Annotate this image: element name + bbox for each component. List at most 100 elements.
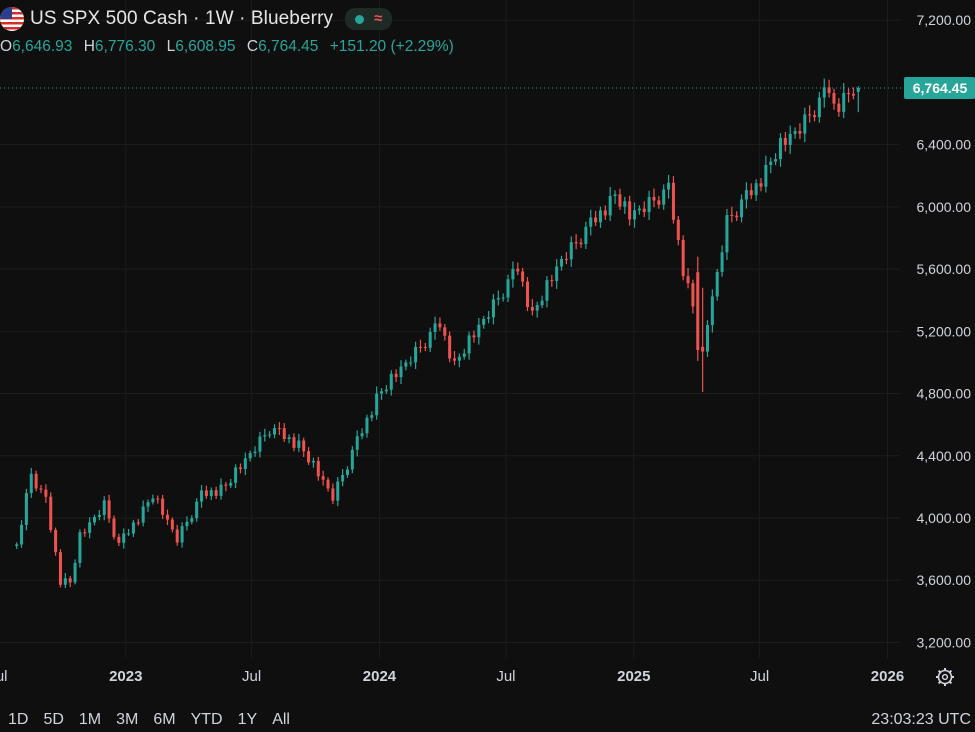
- candle-body: [15, 544, 19, 546]
- candle-body: [817, 97, 821, 118]
- candle-body: [63, 578, 67, 585]
- candle: [161, 494, 165, 519]
- candle-body: [667, 182, 671, 190]
- candle: [574, 234, 578, 250]
- candle: [856, 86, 860, 113]
- range-1y-button[interactable]: 1Y: [237, 711, 258, 728]
- candle: [365, 414, 369, 438]
- close-key: C: [246, 38, 259, 55]
- candle-body: [131, 522, 135, 534]
- utc-clock[interactable]: 23:03:23 UTC: [871, 711, 971, 728]
- range-5d-button[interactable]: 5D: [43, 711, 64, 728]
- candle: [511, 261, 515, 288]
- y-tick-label: 4,800.00: [917, 386, 972, 402]
- ohlc-legend: O6,646.93 H6,776.30 L6,608.95 C6,764.45 …: [0, 38, 461, 56]
- range-6m-button[interactable]: 6M: [153, 711, 176, 728]
- range-1m-button[interactable]: 1M: [78, 711, 102, 728]
- candle-body: [297, 440, 301, 448]
- candle: [428, 327, 432, 353]
- candle-body: [749, 190, 753, 196]
- candle-body: [117, 536, 121, 543]
- candle: [564, 252, 568, 265]
- candle: [180, 522, 184, 548]
- range-3m-button[interactable]: 3M: [116, 711, 139, 728]
- candle: [355, 430, 359, 457]
- candle: [788, 125, 792, 154]
- candle-body: [569, 242, 573, 260]
- range-all-button[interactable]: All: [272, 711, 290, 728]
- candle: [200, 485, 204, 508]
- candle-body: [832, 93, 836, 104]
- candle: [759, 178, 763, 192]
- y-tick-label: 4,400.00: [917, 448, 972, 464]
- candle: [88, 517, 92, 539]
- candle: [477, 317, 481, 345]
- candle-body: [78, 532, 82, 563]
- candle: [131, 519, 135, 538]
- candle-body: [341, 475, 345, 482]
- candle: [569, 236, 573, 267]
- candle-body: [253, 451, 257, 454]
- candle: [827, 79, 831, 98]
- candle-body: [754, 183, 758, 196]
- candle: [657, 195, 661, 209]
- candle: [535, 301, 539, 318]
- candle: [20, 520, 24, 548]
- candle-body: [156, 498, 160, 500]
- candle-body: [482, 318, 486, 325]
- high-value: 6,776.30: [94, 38, 156, 55]
- candle-body: [326, 479, 330, 489]
- range-selector: 1D 5D 1M 3M 6M YTD 1Y All: [8, 711, 290, 729]
- candle: [292, 433, 296, 452]
- candle-body: [652, 196, 656, 201]
- range-ytd-button[interactable]: YTD: [190, 711, 223, 728]
- candle-body: [404, 362, 408, 367]
- candle-body: [803, 114, 807, 134]
- candle: [725, 208, 729, 261]
- candle-body: [637, 208, 641, 211]
- candle: [749, 183, 753, 200]
- y-tick-label: 3,600.00: [917, 572, 972, 588]
- candle: [277, 422, 281, 435]
- candle-body: [598, 210, 602, 223]
- candle-body: [798, 131, 802, 134]
- candle-body: [720, 252, 724, 272]
- candle: [326, 477, 330, 492]
- candle: [555, 259, 559, 289]
- x-axis[interactable]: Jul 2023 Jul 2024 Jul 2025 Jul 2026: [0, 668, 954, 686]
- candle: [307, 447, 311, 465]
- candle: [783, 131, 787, 152]
- candle: [229, 478, 233, 489]
- candle-body: [491, 299, 495, 318]
- candle: [623, 196, 627, 214]
- candle-body: [34, 473, 38, 489]
- market-status-pill[interactable]: ≈: [345, 8, 393, 30]
- candle-body: [428, 332, 432, 348]
- candle-body: [24, 493, 28, 525]
- us-flag-icon: [0, 7, 24, 31]
- candle-body: [681, 239, 685, 277]
- y-axis[interactable]: 3,200.00 3,600.00 4,000.00 4,400.00 4,800.00…: [917, 12, 972, 650]
- candle: [652, 188, 656, 208]
- candle-body: [97, 514, 101, 517]
- candle-body: [316, 460, 320, 477]
- candle-body: [292, 437, 296, 448]
- candle-body: [389, 373, 393, 390]
- candle: [273, 424, 277, 439]
- candle: [710, 289, 714, 333]
- candle-body: [438, 323, 442, 328]
- candle-body: [58, 552, 62, 585]
- range-1d-button[interactable]: 1D: [8, 711, 29, 728]
- candle: [243, 452, 247, 476]
- candle: [331, 483, 335, 505]
- candle-body: [68, 578, 72, 583]
- symbol-title[interactable]: US SPX 500 Cash · 1W · Blueberry: [30, 8, 334, 29]
- candle: [185, 516, 189, 531]
- candle: [141, 500, 145, 527]
- candle: [798, 123, 802, 140]
- bottom-toolbar: 1D 5D 1M 3M 6M YTD 1Y All 23:03:23 UTC: [0, 708, 975, 732]
- change-value: +151.20 (+2.29%): [329, 38, 454, 55]
- candle: [744, 182, 748, 209]
